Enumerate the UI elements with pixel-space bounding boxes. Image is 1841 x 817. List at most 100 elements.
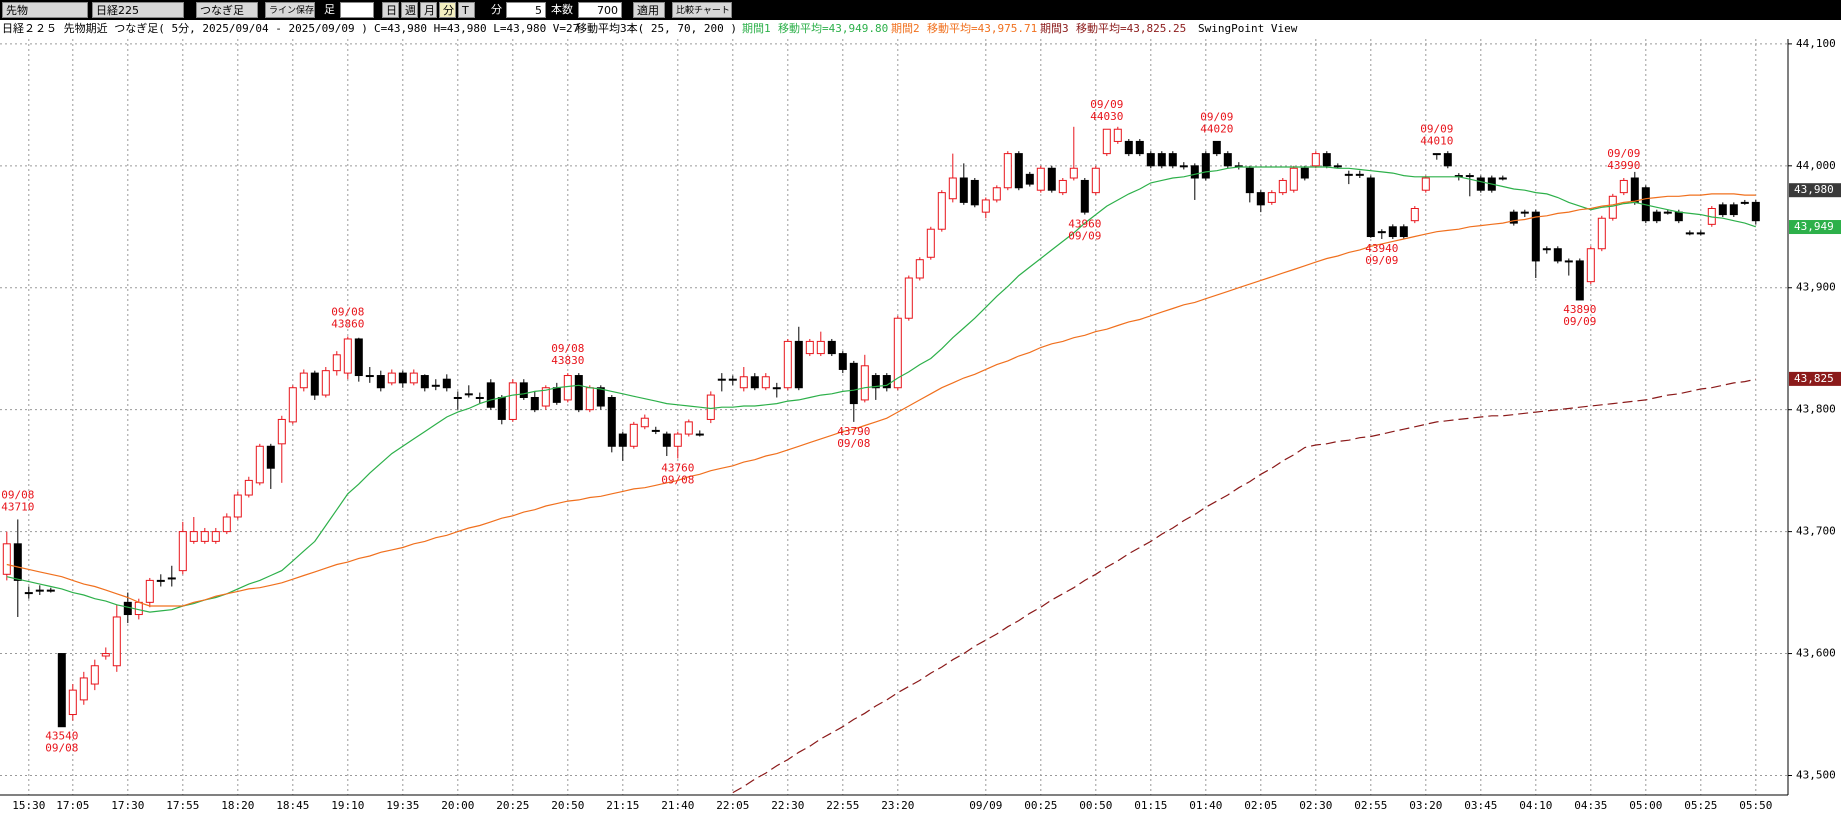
candle-body	[420, 375, 429, 389]
candle-body	[178, 531, 187, 572]
candle-body	[453, 396, 462, 399]
candle-body	[541, 387, 550, 407]
candle-body	[530, 396, 539, 411]
candle-body	[673, 433, 682, 447]
candle-body	[618, 433, 627, 447]
candle-body	[739, 376, 748, 389]
candle-body	[1135, 140, 1144, 155]
y-tick-label: 44,000	[1796, 159, 1836, 172]
candle-body	[1322, 153, 1331, 167]
candle-body	[1575, 260, 1584, 301]
candle-body	[717, 378, 726, 381]
candle-body	[629, 423, 638, 447]
candle-body	[1608, 195, 1617, 219]
candle-body	[1421, 177, 1430, 191]
candle-body	[1300, 167, 1309, 179]
candle-body	[1069, 167, 1078, 179]
interval-input[interactable]: 5	[506, 2, 546, 18]
unit-label: 分	[491, 3, 502, 16]
candle-body	[772, 387, 781, 390]
price-tag-label: 43,949	[1794, 220, 1834, 233]
count-input[interactable]: 700	[578, 2, 622, 18]
legend-name: 期間1	[742, 22, 771, 35]
bar-input[interactable]	[340, 2, 374, 18]
candle-body	[1520, 211, 1529, 214]
candle-body	[13, 543, 22, 581]
candle-body	[1751, 201, 1760, 222]
period-button[interactable]: 日	[382, 2, 399, 18]
ma-summary: 移動平均3本( 25, 70, 200 )	[576, 22, 737, 35]
candle-body	[1388, 226, 1397, 238]
swing-date: 09/09	[1068, 230, 1101, 243]
compare-button[interactable]: 比較チャート	[672, 2, 732, 18]
candle-body	[68, 689, 77, 716]
candle-body	[1344, 173, 1353, 176]
candle-body	[90, 665, 99, 685]
candle-body	[1553, 248, 1562, 262]
candle-body	[970, 179, 979, 206]
legend-label: 移動平均=43,825.25	[1076, 22, 1187, 35]
candle-body	[563, 375, 572, 401]
candle-body	[1597, 217, 1606, 250]
candle-body	[937, 192, 946, 230]
bar-label: 足	[324, 3, 335, 16]
candle-body	[1333, 165, 1342, 168]
market-select[interactable]: 先物	[2, 2, 88, 18]
candle-body	[1212, 140, 1221, 155]
candle-body	[2, 543, 11, 575]
swing-date: 09/08	[837, 437, 870, 450]
candle-body	[1652, 211, 1661, 222]
candle-body	[981, 199, 990, 213]
candle-body	[123, 601, 132, 616]
y-tick-label: 43,500	[1796, 768, 1836, 781]
x-tick-label: 04:10	[1519, 799, 1552, 812]
candle-body	[1190, 165, 1199, 179]
candle-body	[167, 577, 176, 580]
period-button[interactable]: 月	[420, 2, 437, 18]
candle-body	[1223, 153, 1232, 167]
candle-body	[101, 653, 110, 657]
candle-body	[1025, 173, 1034, 185]
apply-button[interactable]: 適用	[633, 2, 665, 18]
candle-body	[1564, 260, 1573, 263]
candle-body	[255, 445, 264, 484]
candle-body	[156, 579, 165, 582]
candle-body	[1267, 192, 1276, 203]
mode-select[interactable]: つなぎ足	[196, 2, 258, 18]
candle-body	[1256, 192, 1265, 206]
candle-body	[1718, 204, 1727, 216]
symbol-select[interactable]: 日経225	[92, 2, 184, 18]
period-button[interactable]: 分	[439, 2, 456, 18]
candle-body	[750, 376, 759, 389]
candle-body	[1124, 140, 1133, 155]
candle-body	[266, 445, 275, 469]
candle-body	[849, 362, 858, 405]
x-tick-label: 22:05	[716, 799, 749, 812]
candle-body	[915, 259, 924, 279]
period-button[interactable]: 週	[401, 2, 418, 18]
candle-body	[1542, 248, 1551, 251]
x-tick-label: 05:00	[1629, 799, 1662, 812]
candle-body	[46, 589, 55, 592]
moving-average-line	[6, 193, 1756, 607]
candle-body	[1399, 226, 1408, 238]
y-tick-label: 44,100	[1796, 37, 1836, 50]
price-tag	[1789, 220, 1841, 235]
x-tick-label: 00:25	[1024, 799, 1057, 812]
candle-body	[277, 418, 286, 445]
candle-body	[343, 338, 352, 374]
y-tick-label: 43,800	[1796, 403, 1836, 416]
candle-body	[1091, 167, 1100, 194]
candle-body	[827, 340, 836, 355]
candle-body	[1355, 173, 1364, 176]
candle-body	[79, 677, 88, 701]
candle-body	[486, 382, 495, 408]
swing-date: 09/08	[551, 342, 584, 355]
period-button[interactable]: T	[458, 2, 475, 18]
save-button[interactable]: ライン保存	[265, 2, 315, 18]
candle-body	[992, 187, 1001, 201]
legend-label: 移動平均=43,949.80	[778, 22, 889, 35]
candle-body	[1443, 153, 1452, 167]
candle-body	[24, 592, 33, 595]
